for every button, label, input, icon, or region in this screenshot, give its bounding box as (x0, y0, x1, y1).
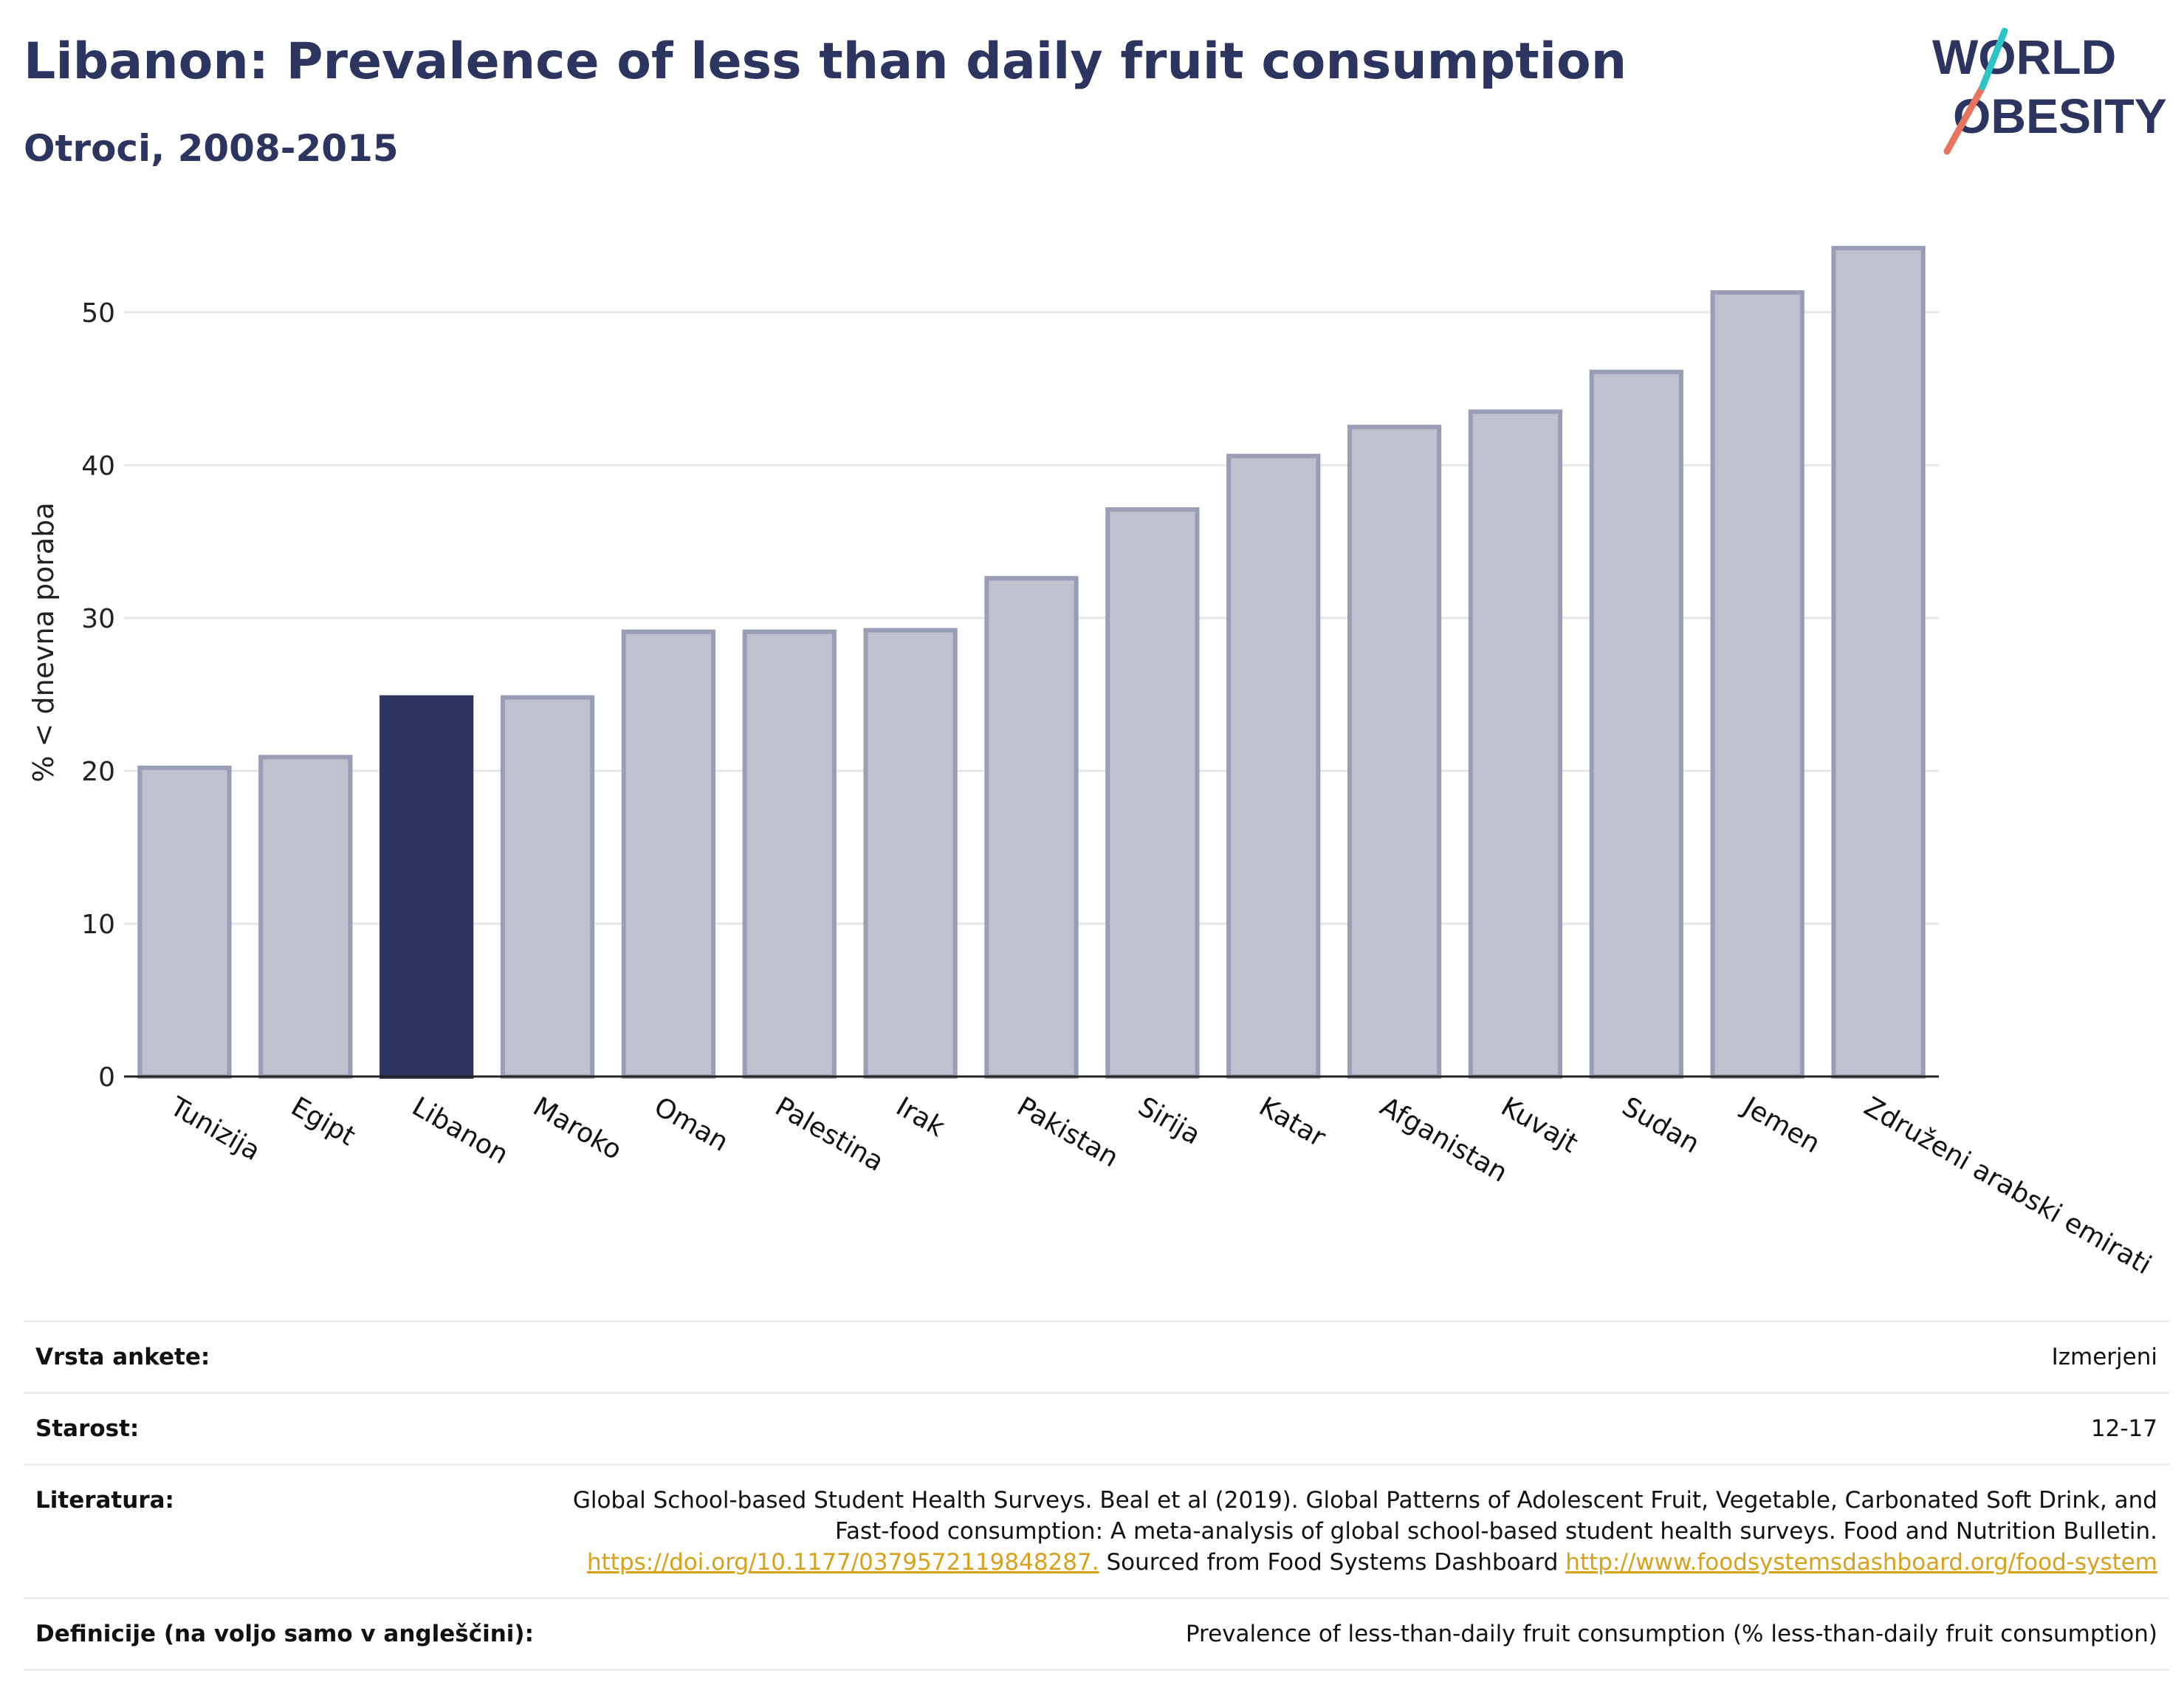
bar (1226, 453, 1321, 1079)
x-tick-label: Jemen (1737, 1091, 1825, 1159)
food-systems-link[interactable]: http://www.foodsystemsdashboard.org/food… (1565, 1549, 2157, 1576)
y-tick-label: 40 (81, 451, 115, 481)
x-tick-label: Egipt (286, 1091, 360, 1152)
literature-text: Global School-based Student Health Surve… (572, 1487, 2157, 1545)
x-tick-label: Palestina (770, 1091, 889, 1178)
bar (984, 576, 1079, 1079)
literature-value: Global School-based Student Health Surve… (533, 1485, 2157, 1578)
bar (1831, 246, 1926, 1079)
y-tick-label: 0 (98, 1062, 115, 1093)
x-tick-label: Pakistan (1012, 1091, 1124, 1173)
bar (1710, 290, 1804, 1079)
x-tick-label: Kuvajt (1496, 1091, 1583, 1159)
x-tick-label: Združeni arabski emirati (1859, 1091, 2157, 1280)
bar (258, 755, 353, 1079)
x-tick-label: Tunizija (165, 1091, 266, 1167)
bar (863, 628, 958, 1079)
survey-type-label: Vrsta ankete: (35, 1344, 210, 1370)
literature-source: Sourced from Food Systems Dashboard (1106, 1549, 1559, 1576)
bar (742, 629, 837, 1079)
x-tick-label: Sudan (1617, 1091, 1705, 1159)
x-tick-label: Irak (891, 1091, 950, 1143)
bar-chart: 0 10 20 30 40 50 Tunizija Egipt Libanon Maroko Oma… (27, 246, 2157, 1281)
y-tick-label: 30 (81, 604, 115, 634)
metadata-table: Vrsta ankete: Izmerjeni Starost: 12-17 L… (24, 1320, 2169, 1671)
y-axis-label: % < dnevna poraba (27, 502, 60, 782)
x-tick-label: Libanon (407, 1091, 513, 1170)
x-tick-label: Afganistan (1375, 1091, 1512, 1188)
page-subtitle: Otroci, 2008-2015 (24, 127, 399, 170)
age-row: Starost: 12-17 (24, 1392, 2169, 1463)
age-value: 12-17 (2090, 1415, 2157, 1442)
bar (137, 765, 232, 1079)
age-label: Starost: (35, 1415, 140, 1442)
survey-type-row: Vrsta ankete: Izmerjeni (24, 1320, 2169, 1392)
survey-type-value: Izmerjeni (2051, 1344, 2157, 1370)
bar (1589, 369, 1683, 1079)
literature-row: Literatura: Global School-based Student … (24, 1463, 2169, 1597)
definitions-row: Definicije (na voljo samo v angleščini):… (24, 1597, 2169, 1671)
x-tick-label: Katar (1254, 1091, 1330, 1153)
bar (1468, 409, 1563, 1079)
y-tick-label: 10 (81, 910, 115, 940)
bars (137, 246, 1926, 1079)
bar (1105, 507, 1200, 1079)
x-tick-label: Oman (649, 1091, 733, 1158)
bar (621, 629, 716, 1079)
literature-label: Literatura: (35, 1487, 174, 1514)
bar (500, 695, 595, 1079)
y-tick-label: 50 (81, 298, 115, 329)
definitions-value: Prevalence of less-than-daily fruit cons… (1185, 1621, 2157, 1647)
y-tick-label: 20 (81, 757, 115, 787)
svg-text:WORLD: WORLD (1932, 30, 2116, 84)
bar (1347, 425, 1442, 1079)
x-tick-label: Sirija (1133, 1091, 1205, 1150)
doi-link[interactable]: https://doi.org/10.1177/0379572119848287… (587, 1549, 1099, 1576)
world-obesity-logo: WORLD OBESITY (1932, 27, 2167, 155)
bar (380, 695, 474, 1079)
page-title: Libanon: Prevalence of less than daily f… (24, 32, 1627, 91)
definitions-label: Definicije (na voljo samo v angleščini): (35, 1621, 534, 1647)
svg-text:OBESITY: OBESITY (1953, 89, 2167, 143)
x-tick-label: Maroko (528, 1091, 627, 1166)
